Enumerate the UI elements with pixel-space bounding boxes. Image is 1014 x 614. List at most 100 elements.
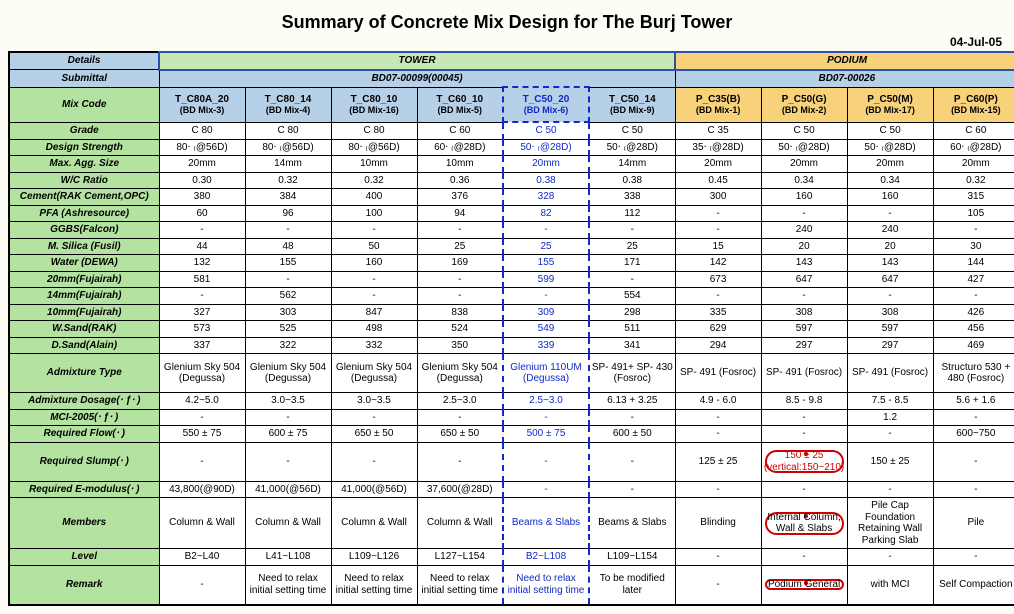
cell: 41,000(@56D) [245,481,331,498]
cell: 240 [847,222,933,239]
mixcode-5: T_C50_14(BD Mix-9) [589,87,675,122]
cell: 143 [847,255,933,272]
cell: - [675,409,761,426]
cell: - [675,549,761,566]
table-row: Required Flow(‧ )550 ± 75600 ± 75650 ± 5… [9,426,1014,443]
cell: 376 [417,189,503,206]
table-row: GGBS(Falcon)-------240240- [9,222,1014,239]
cell: - [331,288,417,305]
cell: 25 [417,238,503,255]
cell: - [761,288,847,305]
hdr-podium: PODIUM [675,52,1014,70]
cell: 650 ± 50 [417,426,503,443]
cell: 0.45 [675,172,761,189]
cell: Glenium Sky 504 (Degussa) [245,354,331,393]
cell: C 80 [245,122,331,139]
cell: C 50 [589,122,675,139]
table-header: Details TOWER PODIUM Submittal BD07-0009… [9,52,1014,122]
cell: 0.38 [503,172,589,189]
cell: - [159,442,245,481]
cell: 10mm [417,156,503,173]
cell: 20mm [933,156,1014,173]
cell: - [761,205,847,222]
cell: - [503,481,589,498]
cell: - [847,549,933,566]
cell: - [331,442,417,481]
cell: - [245,271,331,288]
page-title: Summary of Concrete Mix Design for The B… [8,12,1006,33]
cell: 15 [675,238,761,255]
row-label: Max. Agg. Size [9,156,159,173]
cell: SP- 491 (Fosroc) [675,354,761,393]
mixcode-3: T_C60_10(BD Mix-5) [417,87,503,122]
cell: - [245,222,331,239]
cell: 0.38 [589,172,675,189]
cell: Structuro 530 + 480 (Fosroc) [933,354,1014,393]
cell: 50‧ ₍@28D) [761,139,847,156]
cell: - [761,426,847,443]
mix-design-table: Details TOWER PODIUM Submittal BD07-0009… [8,51,1014,606]
cell: 673 [675,271,761,288]
row-label: MCI-2005(‧ ƒ‧ ) [9,409,159,426]
cell: To be modified later [589,565,675,605]
row-label: Required Slump(‧ ) [9,442,159,481]
cell: 80‧ ₍@56D) [331,139,417,156]
cell: 0.36 [417,172,503,189]
table-row: Remark-Need to relax initial setting tim… [9,565,1014,605]
cell: 144 [933,255,1014,272]
cell: 160 [331,255,417,272]
table-row: D.Sand(Alain)337322332350339341294297297… [9,337,1014,354]
cell: - [417,442,503,481]
cell: 5.6 + 1.6 [933,393,1014,410]
cell: 48 [245,238,331,255]
cell: 50‧ ₍@28D) [847,139,933,156]
cell: 60‧ ₍@28D) [933,139,1014,156]
cell: 2.5~3.0 [503,393,589,410]
cell: - [761,409,847,426]
cell: 150 ± 25 [847,442,933,481]
cell: 80‧ ₍@56D) [245,139,331,156]
table-row: Max. Agg. Size20mm14mm10mm10mm20mm14mm20… [9,156,1014,173]
cell: 600 ± 75 [245,426,331,443]
table-row: 14mm(Fujairah)-562---554---- [9,288,1014,305]
row-label: Required E-modulus(‧ ) [9,481,159,498]
cell: - [847,205,933,222]
cell: 30 [933,238,1014,255]
cell: 240 [761,222,847,239]
table-row: M. Silica (Fusil)44485025252515202030 [9,238,1014,255]
cell: - [417,222,503,239]
cell: 7.5 - 8.5 [847,393,933,410]
cell: 0.32 [331,172,417,189]
cell: Internal Column, Wall & Slabs [761,498,847,549]
cell: - [331,271,417,288]
cell: Beams & Slabs [589,498,675,549]
cell: 629 [675,321,761,338]
cell: 2.5~3.0 [417,393,503,410]
cell: 550 ± 75 [159,426,245,443]
mixcode-8: P_C50(M)(BD Mix-17) [847,87,933,122]
cell: - [417,288,503,305]
table-row: MembersColumn & WallColumn & WallColumn … [9,498,1014,549]
cell: 125 ± 25 [675,442,761,481]
cell: Glenium Sky 504 (Degussa) [331,354,417,393]
cell: 524 [417,321,503,338]
cell: - [589,409,675,426]
cell: 25 [503,238,589,255]
cell: 44 [159,238,245,255]
page-date: 04-Jul-05 [8,35,1006,49]
cell: 14mm [589,156,675,173]
cell: 511 [589,321,675,338]
cell: C 60 [417,122,503,139]
cell: - [933,222,1014,239]
cell: 315 [933,189,1014,206]
cell: 112 [589,205,675,222]
cell: 1.2 [847,409,933,426]
cell: 4.9 - 6.0 [675,393,761,410]
cell: 25 [589,238,675,255]
cell: 647 [761,271,847,288]
cell: 20mm [675,156,761,173]
cell: 35‧ ₍@28D) [675,139,761,156]
cell: 94 [417,205,503,222]
cell: with MCI [847,565,933,605]
cell: 350 [417,337,503,354]
